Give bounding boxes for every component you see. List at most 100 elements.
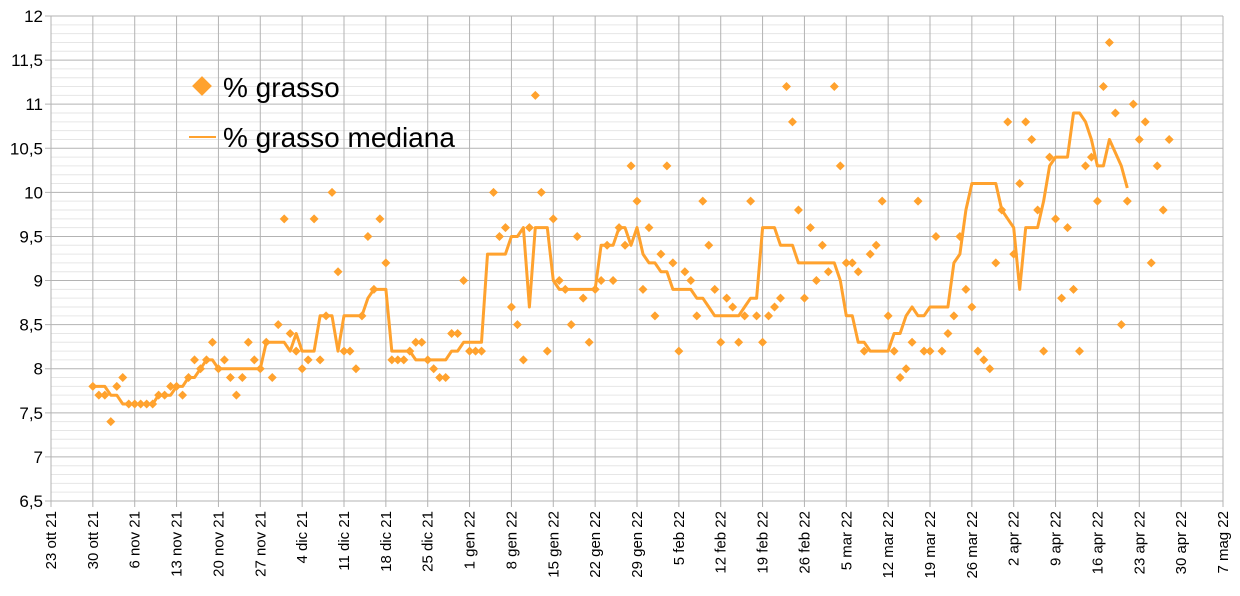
data-point bbox=[190, 355, 200, 365]
data-point bbox=[512, 320, 522, 330]
x-tick-label: 25 dic 21 bbox=[420, 511, 437, 572]
data-point bbox=[1164, 134, 1174, 144]
data-point bbox=[375, 214, 385, 224]
data-point bbox=[405, 346, 415, 356]
data-point bbox=[967, 302, 977, 312]
y-tick-label: 7,5 bbox=[19, 404, 43, 423]
data-point bbox=[1033, 205, 1043, 215]
data-point bbox=[524, 223, 534, 233]
data-point bbox=[764, 311, 774, 321]
data-point bbox=[1122, 196, 1132, 206]
data-point bbox=[1134, 134, 1144, 144]
chart-grid bbox=[45, 15, 1224, 507]
data-point bbox=[1086, 152, 1096, 162]
data-point bbox=[979, 355, 989, 365]
data-point bbox=[530, 90, 540, 100]
data-point bbox=[746, 196, 756, 206]
y-tick-label: 11,5 bbox=[11, 51, 43, 70]
data-point bbox=[279, 214, 289, 224]
data-point bbox=[937, 346, 947, 356]
data-point bbox=[112, 381, 122, 391]
data-point bbox=[608, 276, 618, 286]
data-point bbox=[327, 187, 337, 197]
data-point bbox=[985, 364, 995, 374]
data-point bbox=[339, 346, 349, 356]
data-point bbox=[1039, 346, 1049, 356]
data-point bbox=[991, 258, 1001, 268]
x-tick-label: 8 gen 22 bbox=[503, 511, 520, 569]
data-point bbox=[477, 346, 487, 356]
data-point bbox=[249, 355, 259, 365]
data-point bbox=[267, 373, 277, 383]
data-point bbox=[847, 258, 857, 268]
data-point bbox=[154, 390, 164, 400]
data-point bbox=[776, 293, 786, 303]
data-point bbox=[859, 346, 869, 356]
data-point bbox=[811, 276, 821, 286]
data-point bbox=[423, 355, 433, 365]
data-point bbox=[148, 399, 158, 409]
x-tick-label: 13 nov 21 bbox=[169, 511, 186, 577]
legend-label-median: % grasso mediana bbox=[223, 122, 455, 153]
data-point bbox=[1003, 117, 1013, 127]
data-point bbox=[118, 373, 128, 383]
data-point bbox=[632, 196, 642, 206]
x-tick-label: 20 nov 21 bbox=[210, 511, 227, 577]
data-point bbox=[500, 223, 510, 233]
data-point bbox=[889, 346, 899, 356]
data-point bbox=[345, 346, 355, 356]
data-point bbox=[243, 337, 253, 347]
data-point bbox=[865, 249, 875, 259]
data-point bbox=[1057, 293, 1067, 303]
y-tick-label: 9,5 bbox=[19, 227, 43, 246]
x-tick-label: 12 feb 22 bbox=[713, 511, 730, 574]
data-point bbox=[686, 276, 696, 286]
data-point bbox=[1116, 320, 1126, 330]
data-point bbox=[919, 346, 929, 356]
data-point bbox=[620, 240, 630, 250]
data-point bbox=[584, 337, 594, 347]
data-point bbox=[973, 346, 983, 356]
x-tick-label: 26 feb 22 bbox=[796, 511, 813, 574]
data-point bbox=[124, 399, 134, 409]
x-tick-label: 22 gen 22 bbox=[587, 511, 604, 578]
y-tick-label: 9 bbox=[34, 272, 43, 291]
legend-label-fat: % grasso bbox=[223, 72, 340, 103]
data-point bbox=[704, 240, 714, 250]
data-point bbox=[734, 337, 744, 347]
data-point bbox=[459, 276, 469, 286]
data-point bbox=[692, 311, 702, 321]
data-point bbox=[315, 355, 325, 365]
data-point bbox=[997, 205, 1007, 215]
y-tick-label: 10,5 bbox=[10, 139, 43, 158]
data-point bbox=[1027, 134, 1037, 144]
data-point bbox=[1110, 108, 1120, 118]
data-point bbox=[554, 276, 564, 286]
data-point bbox=[429, 364, 439, 374]
legend-marker-diamond bbox=[192, 76, 212, 96]
data-point bbox=[1051, 214, 1061, 224]
data-point bbox=[363, 231, 373, 241]
y-axis-tick-labels: 6,5 7 7,5 8 8,5 9 9,5 10 10,5 11 11,5 12 bbox=[10, 7, 43, 511]
data-point bbox=[411, 337, 421, 347]
data-point bbox=[752, 311, 762, 321]
data-point bbox=[758, 337, 768, 347]
data-point bbox=[285, 328, 295, 338]
data-point bbox=[913, 196, 923, 206]
data-point bbox=[1158, 205, 1168, 215]
data-point bbox=[770, 302, 780, 312]
x-tick-label: 15 gen 22 bbox=[545, 511, 562, 578]
x-tick-label: 2 apr 22 bbox=[1006, 511, 1023, 566]
data-point bbox=[297, 364, 307, 374]
data-point bbox=[841, 258, 851, 268]
data-point bbox=[106, 417, 116, 427]
data-point bbox=[907, 337, 917, 347]
data-point bbox=[321, 311, 331, 321]
data-point bbox=[548, 214, 558, 224]
data-point bbox=[931, 231, 941, 241]
y-tick-label: 6,5 bbox=[19, 492, 43, 511]
data-point bbox=[572, 231, 582, 241]
data-point bbox=[602, 240, 612, 250]
data-point bbox=[471, 346, 481, 356]
data-point bbox=[1092, 196, 1102, 206]
